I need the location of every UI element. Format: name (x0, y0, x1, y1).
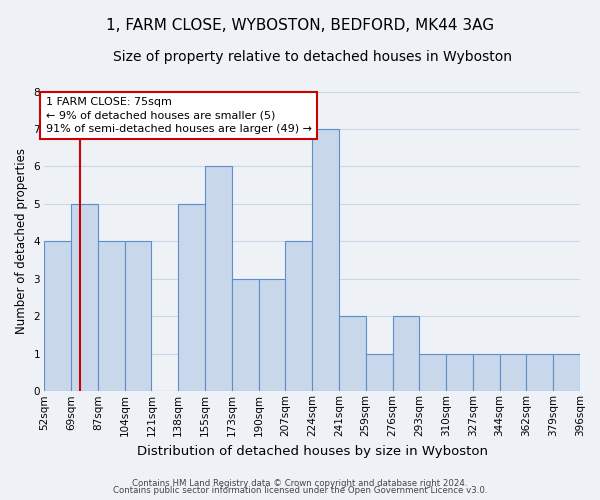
Title: Size of property relative to detached houses in Wyboston: Size of property relative to detached ho… (113, 50, 512, 64)
Text: 1 FARM CLOSE: 75sqm
← 9% of detached houses are smaller (5)
91% of semi-detached: 1 FARM CLOSE: 75sqm ← 9% of detached hou… (46, 97, 311, 134)
Bar (446, 354, 473, 392)
Bar (178, 204, 205, 392)
Bar (473, 354, 500, 392)
Bar (339, 316, 366, 392)
Bar (232, 279, 259, 392)
Bar (312, 129, 339, 392)
Bar (259, 279, 286, 392)
Y-axis label: Number of detached properties: Number of detached properties (15, 148, 28, 334)
Bar (205, 166, 232, 392)
Bar (553, 354, 580, 392)
Text: Contains HM Land Registry data © Crown copyright and database right 2024.: Contains HM Land Registry data © Crown c… (132, 478, 468, 488)
X-axis label: Distribution of detached houses by size in Wyboston: Distribution of detached houses by size … (137, 444, 488, 458)
Bar (392, 316, 419, 392)
Bar (366, 354, 392, 392)
Text: Contains public sector information licensed under the Open Government Licence v3: Contains public sector information licen… (113, 486, 487, 495)
Bar (500, 354, 526, 392)
Bar (125, 242, 151, 392)
Text: 1, FARM CLOSE, WYBOSTON, BEDFORD, MK44 3AG: 1, FARM CLOSE, WYBOSTON, BEDFORD, MK44 3… (106, 18, 494, 32)
Bar (71, 204, 98, 392)
Bar (44, 242, 71, 392)
Bar (286, 242, 312, 392)
Bar (98, 242, 125, 392)
Bar (419, 354, 446, 392)
Bar (526, 354, 553, 392)
